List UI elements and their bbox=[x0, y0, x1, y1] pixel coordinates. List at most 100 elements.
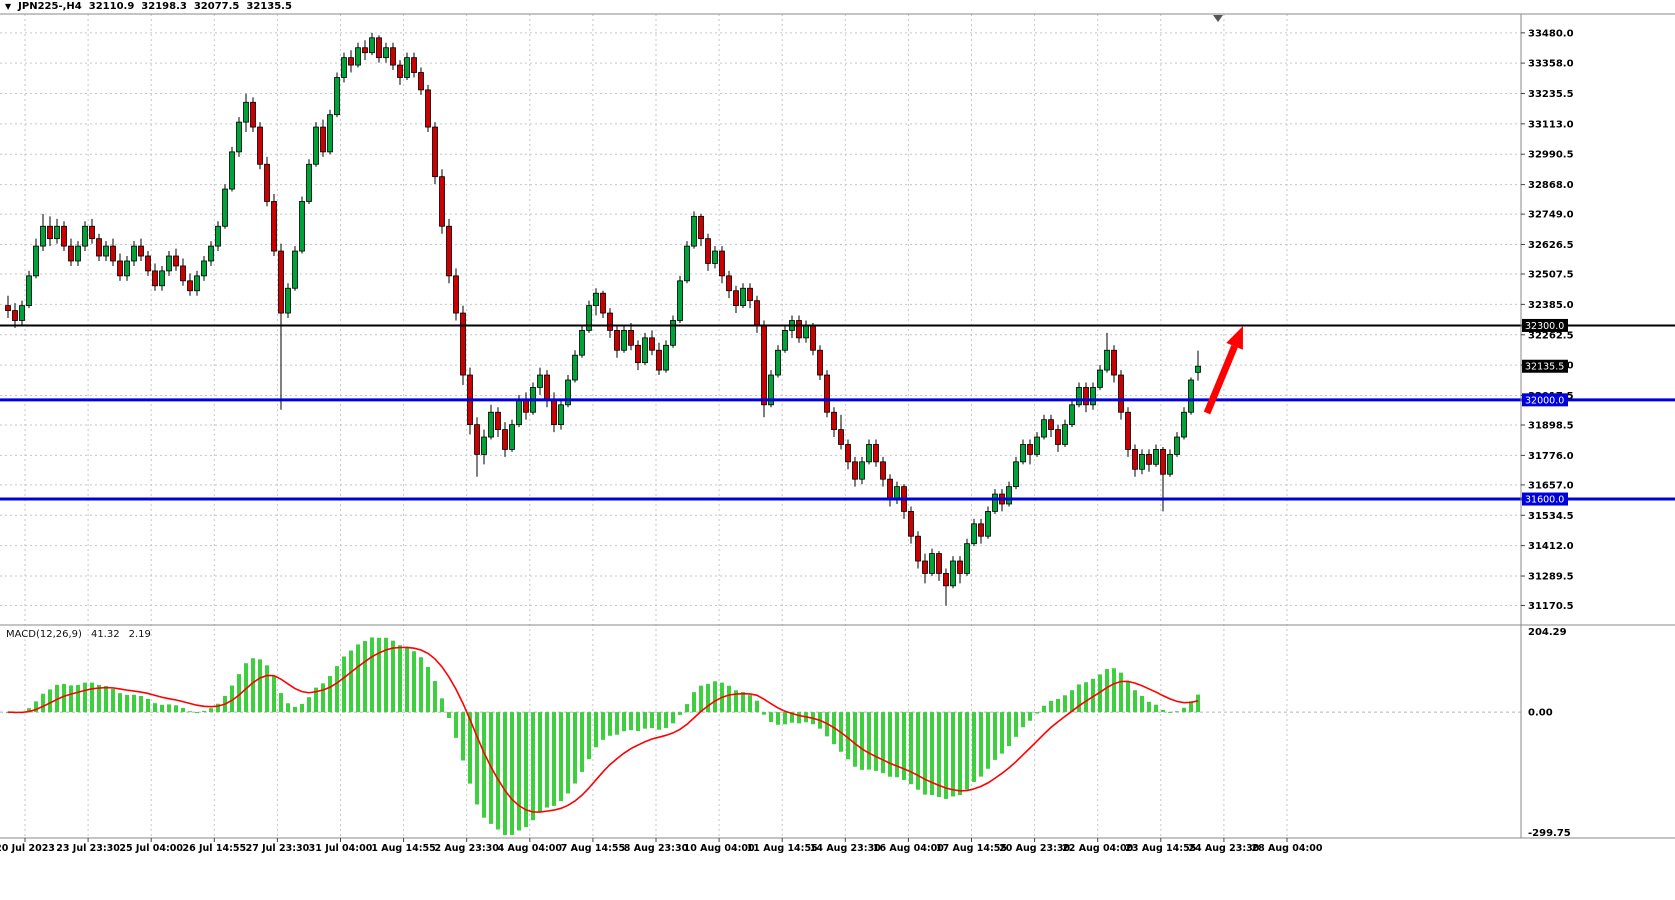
macd-histogram-bar bbox=[713, 681, 717, 713]
time-axis-label: 8 Aug 23:30 bbox=[624, 843, 689, 854]
macd-histogram-bar bbox=[426, 666, 430, 713]
macd-histogram-bar bbox=[258, 659, 262, 713]
candle-body bbox=[1013, 461, 1019, 488]
candle-body bbox=[1139, 453, 1145, 470]
candle-body bbox=[110, 245, 116, 262]
macd-histogram-bar bbox=[328, 675, 332, 713]
candle-body bbox=[1097, 369, 1103, 388]
macd-histogram-bar bbox=[685, 704, 689, 713]
macd-histogram-bar bbox=[657, 712, 661, 730]
candle-body bbox=[670, 320, 676, 346]
macd-histogram-bar bbox=[468, 712, 472, 784]
macd-axis[interactable]: 204.29 0.00 -299.75 bbox=[1528, 627, 1571, 839]
candle-body bbox=[75, 245, 81, 262]
macd-histogram-bar bbox=[475, 712, 479, 805]
candle-body bbox=[705, 238, 711, 264]
candle-body bbox=[824, 374, 830, 413]
macd-histogram-bar bbox=[251, 658, 255, 713]
candle-body bbox=[229, 151, 235, 190]
price-axis-label: 32385.0 bbox=[1528, 300, 1574, 311]
candle-body bbox=[236, 121, 242, 153]
candle-body bbox=[1006, 486, 1012, 505]
candle-body bbox=[348, 57, 354, 66]
candle-body bbox=[222, 188, 228, 227]
candle-body bbox=[684, 245, 690, 282]
time-axis-label: 31 Jul 04:00 bbox=[309, 843, 373, 854]
price-axis-label: 31170.5 bbox=[1528, 601, 1574, 612]
symbol-dropdown-icon[interactable]: ▼ bbox=[5, 1, 12, 11]
candle-body bbox=[278, 250, 284, 314]
candle-body bbox=[852, 461, 858, 480]
arrow-annotation[interactable] bbox=[1203, 326, 1243, 415]
macd-histogram-bar bbox=[76, 685, 80, 713]
time-axis[interactable]: 20 Jul 2023 23 Jul 23:30 25 Jul 04:00 26 Ju… bbox=[0, 838, 1323, 854]
macd-histogram-bar bbox=[461, 712, 465, 761]
price-badge-32000.0: 32000.0 bbox=[1522, 393, 1568, 407]
macd-histogram-bar bbox=[286, 703, 290, 713]
macd-histogram-bar bbox=[1161, 710, 1165, 713]
macd-histogram-bar bbox=[202, 710, 206, 713]
macd-histogram-bar bbox=[62, 683, 66, 713]
macd-indicator-label: MACD(12,26,9) 41.32 2.19 bbox=[6, 629, 151, 640]
candle-body bbox=[810, 325, 816, 351]
macd-histogram-bar bbox=[132, 694, 136, 713]
macd-histogram-bar bbox=[167, 704, 171, 713]
candle-body bbox=[880, 461, 886, 480]
macd-histogram-bar bbox=[573, 712, 577, 784]
macd-histogram-bar bbox=[1189, 701, 1193, 713]
macd-main-value: 41.32 bbox=[90, 629, 120, 640]
time-axis-label: 24 Aug 23:30 bbox=[1188, 843, 1259, 854]
svg-text:32300.0: 32300.0 bbox=[1525, 321, 1564, 332]
main-price-pane[interactable] bbox=[5, 32, 1201, 606]
macd-histogram-bar bbox=[965, 712, 969, 790]
macd-histogram-bar bbox=[748, 695, 752, 713]
candle-body bbox=[712, 250, 718, 264]
time-axis-label: 1 Aug 14:55 bbox=[371, 843, 435, 854]
candle-body bbox=[250, 101, 256, 128]
candle-body bbox=[327, 114, 333, 153]
macd-histogram-bar bbox=[692, 692, 696, 713]
macd-histogram-bar bbox=[944, 712, 948, 799]
candle-body bbox=[509, 424, 515, 450]
macd-histogram-bar bbox=[41, 693, 45, 713]
macd-histogram-bar bbox=[1168, 711, 1172, 713]
candle-body bbox=[593, 292, 599, 307]
price-axis-label: 32868.0 bbox=[1528, 180, 1574, 191]
macd-histogram-bar bbox=[482, 712, 486, 818]
macd-histogram-bar bbox=[608, 712, 612, 736]
candle-body bbox=[971, 523, 977, 545]
candle-body bbox=[19, 305, 25, 321]
macd-pane[interactable] bbox=[6, 637, 1200, 835]
macd-histogram-bar bbox=[587, 712, 591, 760]
macd-histogram-bar bbox=[783, 712, 787, 725]
macd-histogram-bar bbox=[1147, 701, 1151, 713]
candle-body bbox=[159, 270, 165, 287]
macd-histogram-bar bbox=[769, 712, 773, 723]
macd-histogram-bar bbox=[27, 708, 31, 713]
macd-histogram-bar bbox=[97, 685, 101, 713]
macd-histogram-bar bbox=[601, 712, 605, 740]
candle-body bbox=[103, 245, 109, 257]
macd-histogram-bar bbox=[419, 657, 423, 713]
candle-body bbox=[152, 270, 158, 287]
candle-body bbox=[915, 535, 921, 562]
candle-body bbox=[817, 349, 823, 376]
candle-body bbox=[194, 275, 200, 292]
macd-histogram-bar bbox=[776, 712, 780, 725]
candle-body bbox=[628, 330, 634, 346]
candle-body bbox=[40, 225, 46, 247]
candle-body bbox=[383, 47, 389, 59]
candle-body bbox=[831, 411, 837, 430]
candle-body bbox=[677, 280, 683, 321]
macd-histogram-bar bbox=[230, 685, 234, 713]
macd-histogram-bar bbox=[580, 712, 584, 772]
candle-body bbox=[607, 312, 613, 331]
candle-body bbox=[978, 523, 984, 537]
macd-histogram-bar bbox=[524, 712, 528, 828]
macd-histogram-bar bbox=[972, 712, 976, 782]
macd-histogram-bar bbox=[447, 712, 451, 719]
candle-body bbox=[761, 325, 767, 406]
macd-histogram-bar bbox=[923, 712, 927, 795]
candle-body bbox=[1027, 444, 1033, 455]
